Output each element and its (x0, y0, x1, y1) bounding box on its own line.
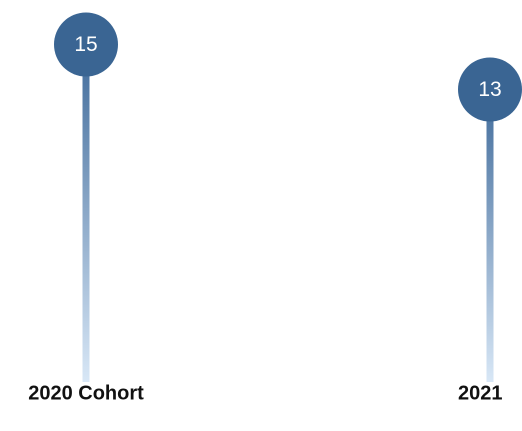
stem (486, 89, 494, 382)
dot (54, 12, 118, 77)
value-label: 15 (74, 33, 97, 56)
category-label: 2020 Cohort (28, 382, 144, 404)
value-label: 13 (478, 78, 501, 101)
dot (458, 57, 522, 122)
category-label: 2021 (458, 382, 503, 404)
stem (82, 44, 90, 382)
